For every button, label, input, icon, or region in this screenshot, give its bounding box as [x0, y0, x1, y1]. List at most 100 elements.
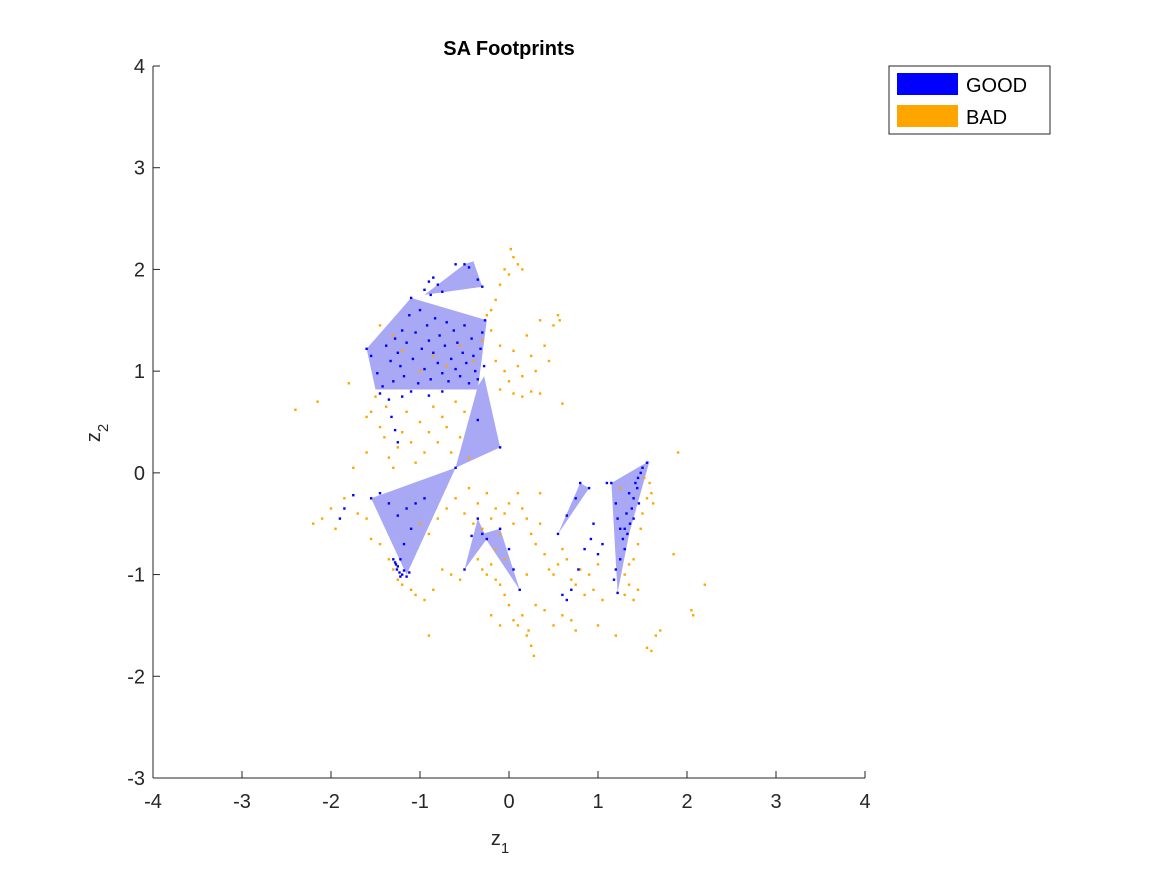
scatter-point-bad	[543, 609, 546, 612]
scatter-point-bad	[561, 402, 564, 405]
scatter-point-bad	[503, 512, 506, 515]
scatter-point-good	[589, 537, 593, 541]
scatter-point-good	[393, 561, 397, 564]
scatter-point-bad	[623, 593, 626, 597]
scatter-point-bad	[509, 247, 512, 251]
footprint-polygon	[371, 467, 456, 575]
scatter-point-good	[574, 497, 577, 500]
scatter-point-bad	[423, 451, 426, 454]
scatter-point-good	[476, 418, 479, 422]
scatter-point-bad	[516, 492, 520, 495]
scatter-point-bad	[645, 497, 649, 500]
scatter-point-good	[401, 329, 404, 332]
scatter-point-good	[610, 481, 613, 485]
scatter-point-good	[474, 369, 477, 373]
scatter-point-bad	[396, 446, 399, 449]
scatter-point-good	[601, 542, 604, 546]
scatter-point-bad	[454, 400, 457, 403]
scatter-point-bad	[490, 308, 493, 312]
y-axis-label-sub: 2	[95, 424, 112, 432]
scatter-point-good	[583, 547, 586, 551]
scatter-point-good	[387, 502, 391, 505]
scatter-point-good	[369, 497, 373, 500]
footprint-polygon	[464, 518, 487, 570]
scatter-point-good	[616, 517, 619, 520]
x-axis-label-main: z	[491, 828, 501, 850]
scatter-point-bad	[498, 624, 502, 627]
scatter-point-bad	[369, 410, 373, 413]
scatter-point-good	[432, 276, 435, 279]
legend-label-bad: BAD	[966, 107, 1007, 129]
scatter-point-good	[634, 481, 637, 485]
scatter-point-bad	[365, 517, 368, 520]
scatter-point-good	[456, 341, 459, 344]
scatter-point-bad	[458, 578, 462, 581]
scatter-point-good	[441, 390, 444, 393]
scatter-point-bad	[476, 502, 479, 505]
scatter-point-good	[417, 382, 420, 385]
scatter-point-bad	[534, 369, 537, 373]
scatter-point-good	[396, 441, 399, 444]
scatter-point-bad	[558, 319, 561, 322]
scatter-point-good	[381, 385, 384, 388]
scatter-point-bad	[552, 624, 555, 627]
scatter-point-bad	[596, 624, 600, 627]
footprint-polygon	[424, 261, 483, 295]
x-tick-label: -3	[233, 791, 251, 813]
scatter-point-good	[467, 266, 471, 269]
x-tick-label: 4	[859, 791, 870, 813]
scatter-point-bad	[494, 359, 497, 363]
scatter-point-good	[507, 547, 511, 551]
scatter-point-bad	[503, 558, 506, 561]
scatter-point-bad	[570, 619, 573, 622]
scatter-point-bad	[534, 542, 537, 546]
scatter-point-good	[476, 378, 479, 381]
scatter-point-bad	[530, 390, 533, 393]
scatter-point-bad	[574, 583, 577, 586]
scatter-point-bad	[641, 512, 644, 515]
scatter-point-good	[596, 553, 600, 556]
scatter-point-bad	[414, 461, 417, 464]
scatter-point-bad	[481, 339, 484, 342]
scatter-point-good	[402, 542, 406, 546]
scatter-point-bad	[512, 619, 515, 622]
scatter-point-bad	[648, 481, 651, 485]
scatter-point-bad	[383, 436, 386, 439]
scatter-point-bad	[385, 405, 388, 408]
scatter-point-good	[352, 494, 355, 497]
scatter-point-bad	[652, 502, 655, 505]
scatter-point-good	[425, 324, 429, 327]
scatter-point-bad	[427, 532, 431, 536]
scatter-point-good	[481, 532, 484, 536]
scatter-point-good	[399, 558, 402, 561]
scatter-point-bad	[418, 522, 422, 525]
scatter-point-bad	[654, 634, 657, 637]
scatter-point-good	[395, 568, 399, 571]
scatter-point-good	[592, 522, 595, 525]
scatter-point-good	[483, 319, 487, 322]
scatter-point-bad	[409, 588, 413, 591]
scatter-point-bad	[378, 542, 382, 546]
scatter-point-bad	[436, 517, 439, 520]
scatter-point-good	[628, 522, 632, 525]
scatter-point-good	[409, 390, 413, 393]
scatter-point-good	[423, 497, 426, 500]
scatter-point-bad	[401, 583, 404, 586]
scatter-point-good	[393, 337, 397, 340]
scatter-point-bad	[401, 349, 404, 352]
scatter-point-good	[392, 558, 395, 561]
scatter-point-good	[625, 512, 628, 515]
scatter-point-good	[405, 341, 408, 344]
scatter-point-good	[579, 481, 582, 485]
scatter-point-bad	[450, 451, 453, 454]
scatter-point-good	[512, 568, 515, 571]
scatter-point-bad	[556, 314, 560, 317]
scatter-point-bad	[534, 603, 537, 607]
scatter-point-good	[612, 578, 616, 581]
scatter-point-bad	[347, 382, 350, 385]
scatter-point-bad	[490, 517, 493, 520]
scatter-point-bad	[458, 344, 462, 347]
scatter-point-good	[476, 278, 479, 281]
x-tick-label: 3	[770, 791, 781, 813]
scatter-point-bad	[547, 568, 551, 571]
